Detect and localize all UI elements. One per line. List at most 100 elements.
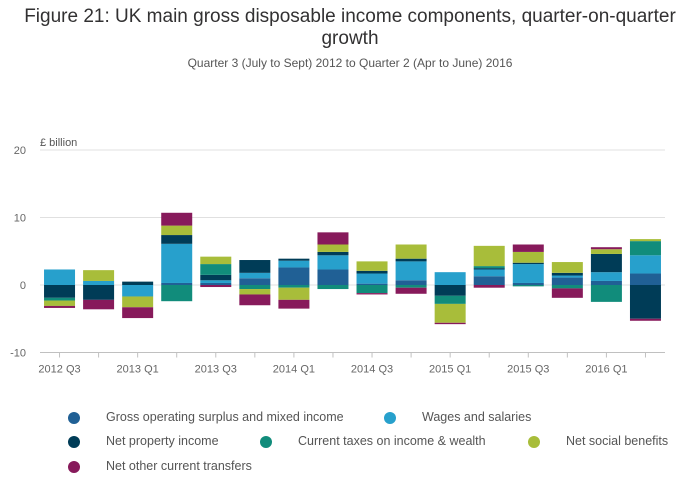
bar-segment bbox=[473, 266, 505, 269]
bar-segment bbox=[590, 272, 622, 281]
bar-segment bbox=[122, 296, 154, 308]
bar-segment bbox=[473, 245, 505, 267]
bar-segment bbox=[551, 275, 583, 278]
bar-segment bbox=[278, 285, 310, 288]
bar-segment bbox=[629, 241, 661, 256]
x-tick-label: 2014 Q3 bbox=[351, 364, 393, 376]
bar-segment bbox=[512, 285, 544, 287]
axes: -10 0 10 20 £ billion 2012 Q3 2013 Q1 2013 Q3 20… bbox=[10, 137, 665, 376]
bar-segment bbox=[44, 300, 76, 306]
bar-segment bbox=[317, 251, 349, 256]
bar-segment bbox=[434, 322, 466, 325]
x-tick-label: 2016 Q1 bbox=[585, 364, 627, 376]
bar-segment bbox=[395, 244, 427, 259]
x-tick-label: 2014 Q1 bbox=[273, 364, 315, 376]
bar-segment bbox=[551, 288, 583, 298]
bar-segment bbox=[551, 262, 583, 273]
bar-segment bbox=[473, 269, 505, 277]
bar-segment bbox=[200, 280, 232, 283]
y-axis-label: £ billion bbox=[40, 137, 77, 149]
chart-title: Figure 21: UK main gross disposable inco… bbox=[24, 6, 676, 49]
bar-segment bbox=[395, 287, 427, 294]
bar-segment bbox=[122, 285, 154, 297]
bar-segment bbox=[434, 272, 466, 285]
bar-segment bbox=[161, 243, 193, 283]
bar-segment bbox=[590, 253, 622, 273]
x-tick-label: 2015 Q3 bbox=[507, 364, 549, 376]
bar-segment bbox=[551, 285, 583, 289]
bar-segment bbox=[161, 285, 193, 302]
y-tick-label: 10 bbox=[14, 213, 26, 225]
bar-segment bbox=[590, 280, 622, 285]
bar-segment bbox=[434, 303, 466, 323]
bar-segment bbox=[239, 272, 271, 279]
bar-segment bbox=[317, 285, 349, 290]
bar-segment bbox=[629, 239, 661, 242]
bar-segment bbox=[239, 285, 271, 290]
bar-segment bbox=[395, 280, 427, 285]
bar-segment bbox=[278, 258, 310, 261]
y-tick-label: -10 bbox=[10, 348, 26, 360]
bar-segment bbox=[629, 318, 661, 321]
x-tick-label: 2013 Q1 bbox=[117, 364, 159, 376]
bar-segment bbox=[356, 293, 388, 295]
bar-segment bbox=[317, 232, 349, 245]
bar-segment bbox=[83, 299, 115, 310]
x-tick-label: 2013 Q3 bbox=[195, 364, 237, 376]
bar-segment bbox=[356, 283, 388, 285]
bar-segment bbox=[44, 297, 76, 301]
bar-segment bbox=[161, 212, 193, 226]
bars bbox=[44, 212, 661, 325]
bar-segment bbox=[44, 285, 76, 298]
bar-segment bbox=[473, 268, 505, 270]
bar-segment bbox=[239, 289, 271, 295]
bar-segment bbox=[278, 260, 310, 268]
bar-segment bbox=[278, 287, 310, 300]
bar-segment bbox=[239, 294, 271, 306]
bar-segment bbox=[44, 305, 76, 308]
bar-segment bbox=[512, 264, 544, 283]
bar-segment bbox=[278, 267, 310, 285]
bar-segment bbox=[356, 285, 388, 294]
bar-segment bbox=[122, 307, 154, 319]
bar-segment bbox=[317, 269, 349, 285]
bar-segment bbox=[200, 282, 232, 285]
x-tick-label: 2015 Q1 bbox=[429, 364, 471, 376]
bar-segment bbox=[200, 274, 232, 281]
bar-segment bbox=[161, 282, 193, 285]
bar-segment bbox=[83, 280, 115, 285]
bar-segment bbox=[473, 276, 505, 285]
bar-segment bbox=[590, 247, 622, 250]
bar-segment bbox=[200, 256, 232, 265]
bar-segment bbox=[512, 251, 544, 263]
bar-segment bbox=[122, 281, 154, 285]
chart-subtitle: Quarter 3 (July to Sept) 2012 to Quarter… bbox=[187, 56, 513, 70]
bar-segment bbox=[629, 273, 661, 285]
bar-segment bbox=[161, 225, 193, 236]
bar-segment bbox=[356, 273, 388, 284]
bar-segment bbox=[629, 255, 661, 274]
bar-segment bbox=[512, 244, 544, 252]
bar-segment bbox=[551, 277, 583, 285]
bar-segment bbox=[83, 270, 115, 281]
bar-segment bbox=[434, 285, 466, 296]
bar-segment bbox=[278, 299, 310, 309]
bar-segment bbox=[395, 285, 427, 288]
bar-segment bbox=[161, 235, 193, 244]
y-tick-label: 20 bbox=[14, 145, 26, 157]
bar-segment bbox=[629, 285, 661, 319]
bar-segment bbox=[590, 249, 622, 254]
bar-segment bbox=[200, 285, 232, 288]
bar-segment bbox=[44, 269, 76, 285]
bar-segment bbox=[395, 258, 427, 262]
bar-segment bbox=[83, 285, 115, 300]
bar-segment bbox=[356, 261, 388, 271]
bar-segment bbox=[239, 278, 271, 285]
bar-segment bbox=[434, 295, 466, 304]
bar-segment bbox=[239, 260, 271, 273]
x-tick-label: 2012 Q3 bbox=[38, 364, 80, 376]
y-tick-label: 0 bbox=[20, 280, 26, 292]
bar-segment bbox=[512, 282, 544, 285]
bar-segment bbox=[395, 261, 427, 281]
bar-segment bbox=[200, 264, 232, 275]
